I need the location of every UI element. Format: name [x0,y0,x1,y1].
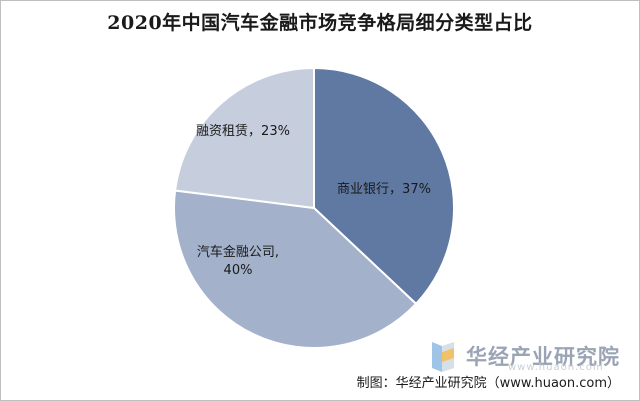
watermark-url: www.huaon.com [508,362,604,373]
watermark-logo-icon [428,338,458,374]
chart-title: 2020年中国汽车金融市场竞争格局细分类型占比 [107,12,533,34]
pie-labels: 商业银行，37% 汽车金融公司, 40% 融资租赁，23% [196,124,431,278]
slice-label-1: 商业银行，37% [337,182,431,197]
slice-label-3: 融资租赁，23% [196,124,290,139]
pie-slice-3 [173,66,315,210]
slice-label-2: 汽车金融公司, 40% [197,244,279,278]
source-note: 制图：华经产业研究院（www.huaon.com） [356,376,620,391]
pie-slice-1 [313,66,456,306]
watermark: 华经产业研究院 [428,336,620,376]
pie-slices [173,66,456,349]
pie-slice-2 [173,189,418,349]
watermark-text: 华经产业研究院 [466,345,620,369]
